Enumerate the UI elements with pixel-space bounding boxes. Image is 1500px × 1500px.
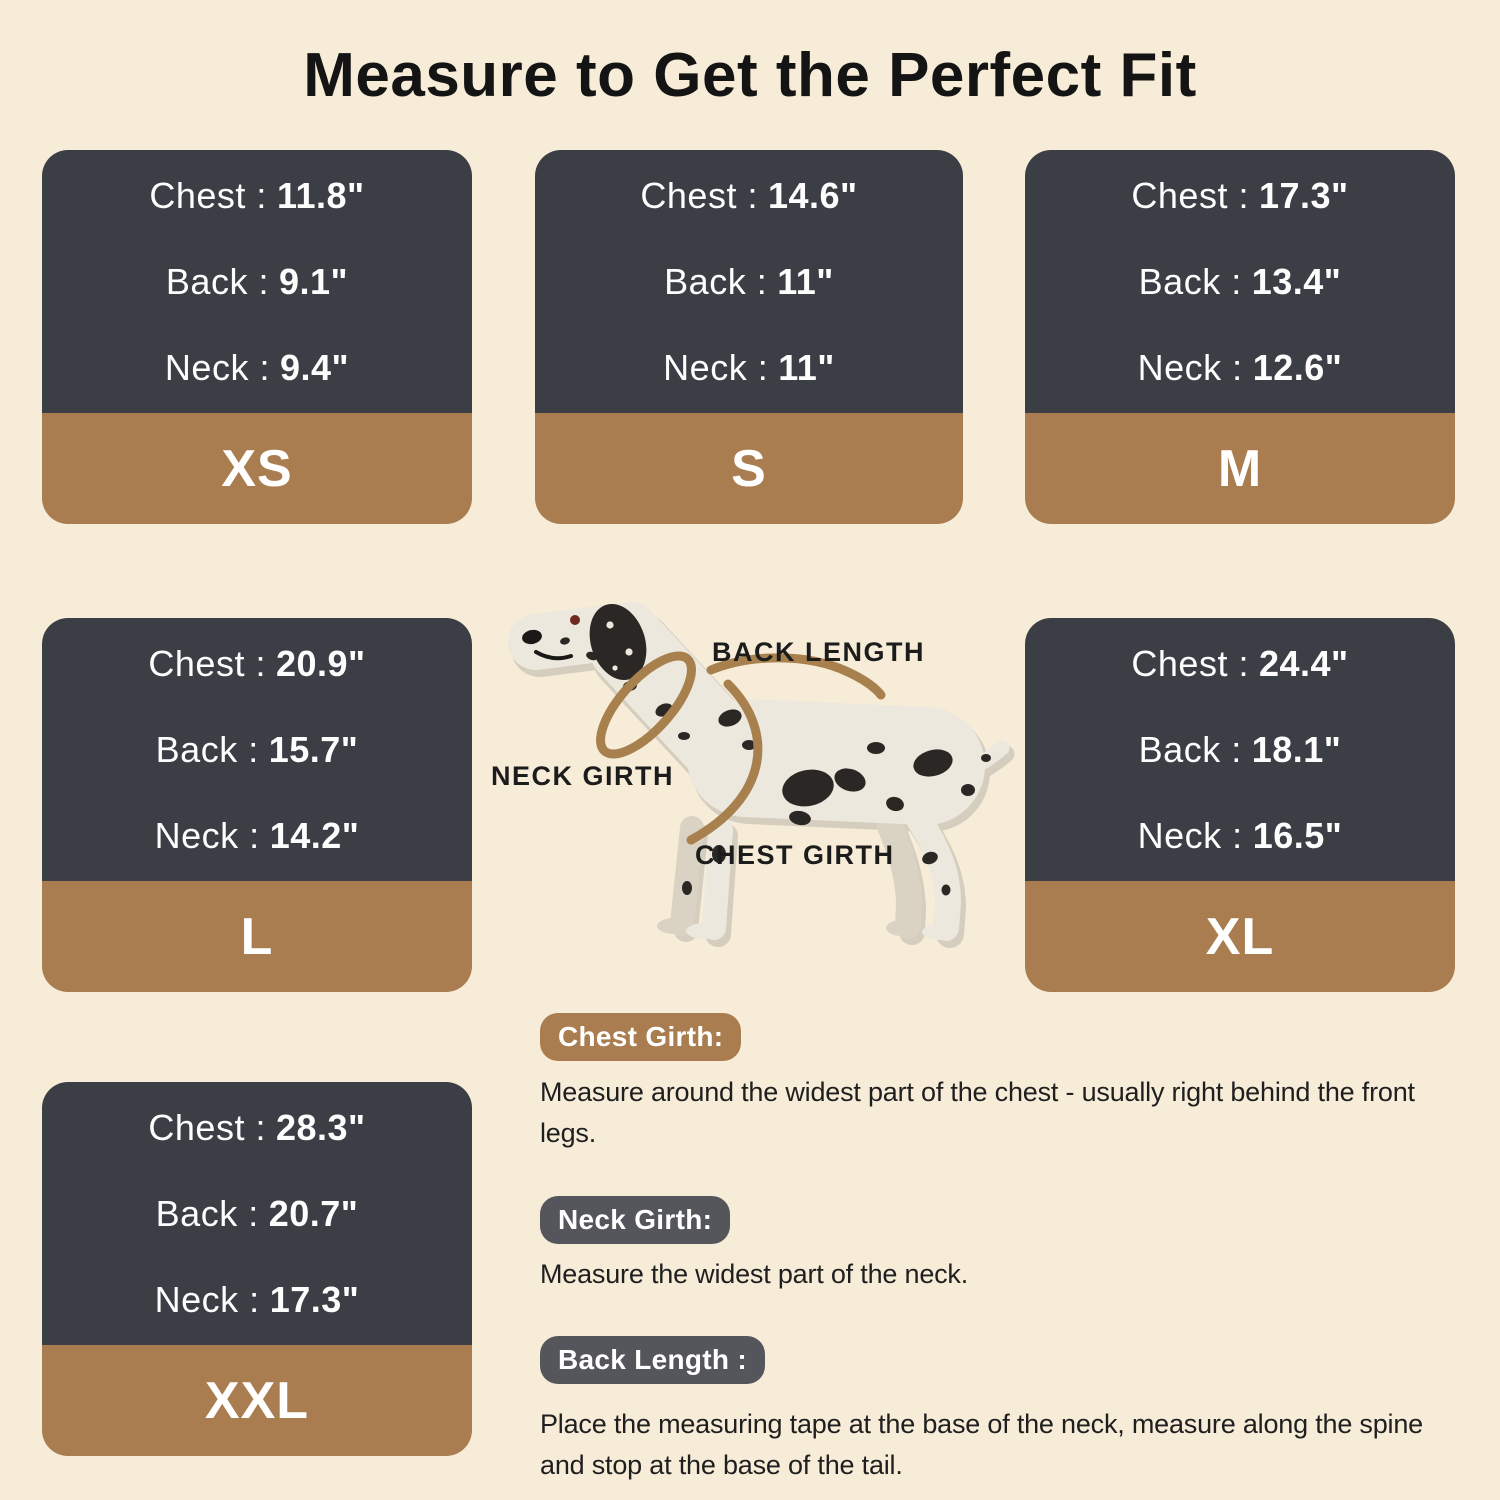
dog-eye	[570, 615, 580, 625]
size-card-xs: Chest :11.8" Back :9.1" Neck :9.4" XS	[42, 150, 472, 524]
spec-back: Back :9.1"	[165, 260, 349, 302]
spec-chest: Chest :14.6"	[640, 174, 858, 216]
size-card-xs-specs: Chest :11.8" Back :9.1" Neck :9.4"	[42, 150, 472, 413]
size-card-xxl-specs: Chest :28.3" Back :20.7" Neck :17.3"	[42, 1082, 472, 1345]
chest-girth-band	[686, 679, 763, 845]
spec-neck: Neck :16.5"	[1137, 814, 1343, 856]
spec-neck: Neck :12.6"	[1137, 346, 1343, 388]
dog-mouth	[534, 650, 573, 661]
spec-chest: Chest :17.3"	[1131, 174, 1349, 216]
spec-chest: Chest :20.9"	[148, 642, 366, 684]
ear-spot	[606, 621, 614, 629]
dog-nose	[522, 629, 542, 645]
size-label-l: L	[42, 881, 472, 992]
neck-girth-description: Measure the widest part of the neck.	[540, 1259, 969, 1289]
size-card-l: Chest :20.9" Back :15.7" Neck :14.2" L	[42, 618, 472, 992]
measuring-bands	[596, 651, 886, 845]
spec-neck: Neck :14.2"	[154, 814, 360, 856]
spec-back: Back :18.1"	[1138, 728, 1342, 770]
neck-girth-badge: Neck Girth:	[540, 1196, 731, 1244]
size-label-m: M	[1025, 413, 1455, 524]
dog-ear-patch	[589, 603, 647, 681]
spec-back: Back :15.7"	[155, 728, 359, 770]
size-label-xxl: XXL	[42, 1345, 472, 1456]
chest-girth-description: Measure around the widest part of the ch…	[540, 1077, 1415, 1148]
spec-back: Back :20.7"	[155, 1192, 359, 1234]
back-length-badge: Back Length :	[540, 1336, 766, 1384]
neck-girth-label: NECK GIRTH	[491, 761, 674, 791]
ear-spot	[625, 648, 633, 656]
size-card-s: Chest :14.6" Back :11" Neck :11" S	[535, 150, 963, 524]
size-card-l-specs: Chest :20.9" Back :15.7" Neck :14.2"	[42, 618, 472, 881]
dog-far-front-paw	[657, 918, 691, 934]
dog-hind-paw	[922, 924, 958, 940]
size-label-xs: XS	[42, 413, 472, 524]
back-length-arc	[706, 653, 886, 700]
dalmatian-dog-graphic	[508, 602, 1015, 948]
size-card-m-specs: Chest :17.3" Back :13.4" Neck :12.6"	[1025, 150, 1455, 413]
size-card-m: Chest :17.3" Back :13.4" Neck :12.6" M	[1025, 150, 1455, 524]
spec-back: Back :11"	[664, 260, 834, 302]
size-card-xxl: Chest :28.3" Back :20.7" Neck :17.3" XXL	[42, 1082, 472, 1456]
spec-neck: Neck :17.3"	[154, 1278, 360, 1320]
spec-chest: Chest :11.8"	[149, 174, 365, 216]
spec-neck: Neck :9.4"	[164, 346, 350, 388]
page-title: Measure to Get the Perfect Fit	[303, 41, 1197, 110]
spec-chest: Chest :28.3"	[148, 1106, 366, 1148]
ear-spot	[612, 665, 618, 671]
dog-front-paw	[686, 923, 724, 939]
chest-girth-label: CHEST GIRTH	[695, 840, 895, 870]
dog-illustration	[478, 590, 1022, 956]
neck-girth-band	[596, 651, 696, 759]
chest-girth-badge: Chest Girth:	[540, 1013, 742, 1061]
spec-neck: Neck :11"	[663, 346, 835, 388]
back-length-label: BACK LENGTH	[712, 637, 925, 667]
size-card-xl: Chest :24.4" Back :18.1" Neck :16.5" XL	[1025, 618, 1455, 992]
size-card-s-specs: Chest :14.6" Back :11" Neck :11"	[535, 150, 963, 413]
size-card-xl-specs: Chest :24.4" Back :18.1" Neck :16.5"	[1025, 618, 1455, 881]
size-label-xl: XL	[1025, 881, 1455, 992]
back-length-description: Place the measuring tape at the base of …	[540, 1409, 1423, 1480]
spec-back: Back :13.4"	[1138, 260, 1342, 302]
spec-chest: Chest :24.4"	[1131, 642, 1349, 684]
dog-far-hind-paw	[886, 920, 918, 936]
size-label-s: S	[535, 413, 963, 524]
